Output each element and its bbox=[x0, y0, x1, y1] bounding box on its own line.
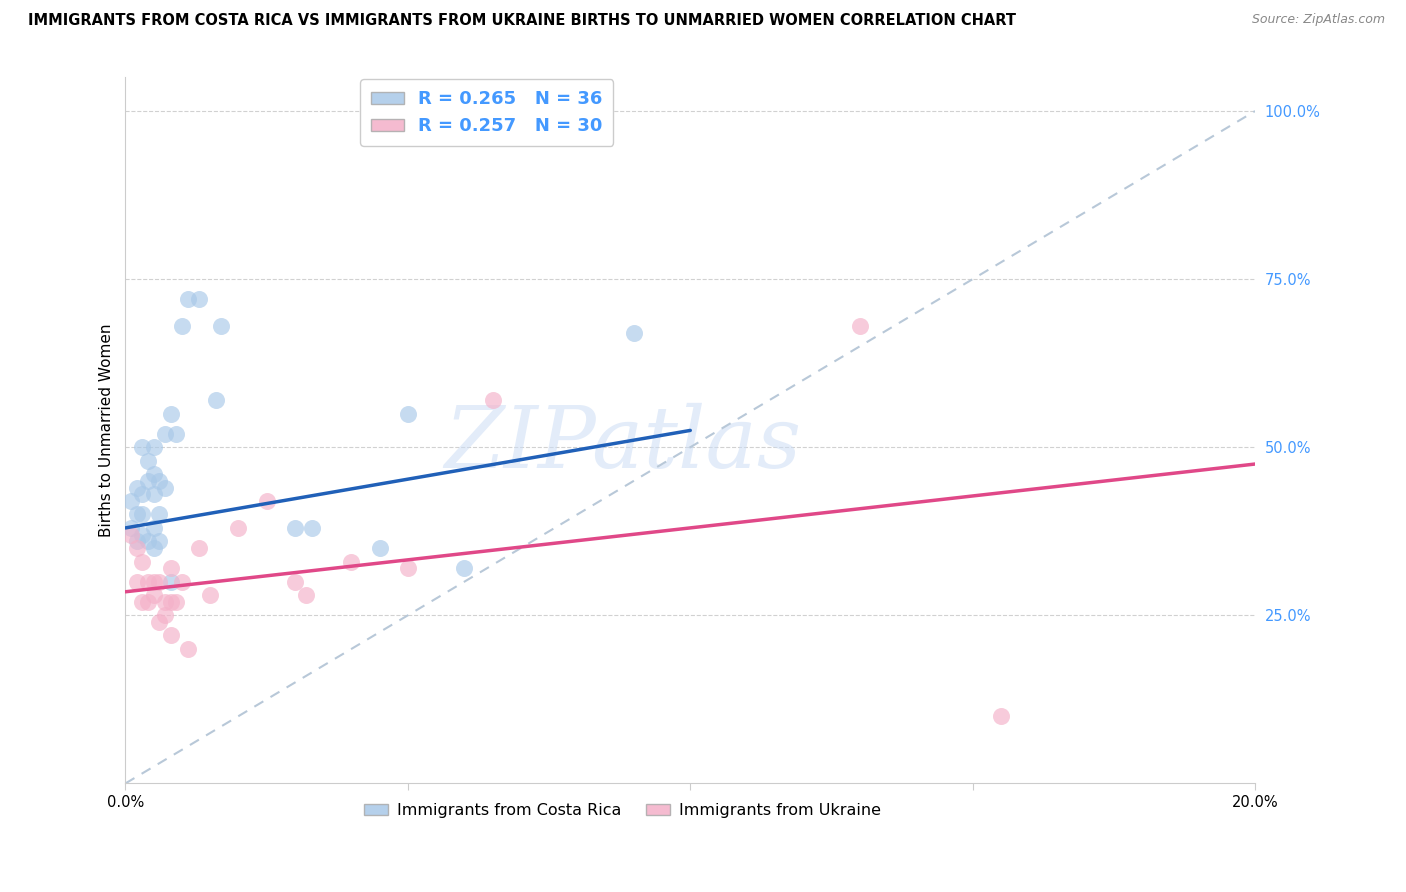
Point bbox=[284, 521, 307, 535]
Point bbox=[142, 588, 165, 602]
Point bbox=[396, 561, 419, 575]
Point bbox=[159, 595, 181, 609]
Point bbox=[131, 595, 153, 609]
Point bbox=[205, 393, 228, 408]
Point bbox=[295, 588, 318, 602]
Point bbox=[120, 494, 142, 508]
Point bbox=[125, 541, 148, 555]
Point bbox=[131, 440, 153, 454]
Text: IMMIGRANTS FROM COSTA RICA VS IMMIGRANTS FROM UKRAINE BIRTHS TO UNMARRIED WOMEN : IMMIGRANTS FROM COSTA RICA VS IMMIGRANTS… bbox=[28, 13, 1017, 29]
Point bbox=[153, 608, 176, 623]
Point bbox=[131, 527, 153, 541]
Point bbox=[159, 561, 181, 575]
Point bbox=[148, 508, 170, 522]
Point bbox=[120, 527, 142, 541]
Text: Source: ZipAtlas.com: Source: ZipAtlas.com bbox=[1251, 13, 1385, 27]
Point bbox=[148, 615, 170, 629]
Point bbox=[340, 555, 363, 569]
Point bbox=[170, 574, 193, 589]
Point bbox=[187, 541, 209, 555]
Point bbox=[159, 574, 181, 589]
Point bbox=[481, 393, 503, 408]
Point bbox=[131, 487, 153, 501]
Point bbox=[153, 595, 176, 609]
Y-axis label: Births to Unmarried Women: Births to Unmarried Women bbox=[100, 324, 114, 537]
Point bbox=[228, 521, 250, 535]
Point bbox=[131, 555, 153, 569]
Point bbox=[170, 319, 193, 334]
Point bbox=[153, 426, 176, 441]
Point bbox=[136, 595, 159, 609]
Point bbox=[453, 561, 475, 575]
Point bbox=[159, 407, 181, 421]
Point bbox=[136, 474, 159, 488]
Point bbox=[165, 426, 187, 441]
Point bbox=[142, 541, 165, 555]
Point bbox=[368, 541, 391, 555]
Point bbox=[187, 293, 209, 307]
Point bbox=[136, 534, 159, 549]
Point bbox=[148, 574, 170, 589]
Point bbox=[142, 521, 165, 535]
Point bbox=[136, 574, 159, 589]
Point bbox=[142, 487, 165, 501]
Point bbox=[142, 440, 165, 454]
Point bbox=[142, 574, 165, 589]
Point bbox=[136, 453, 159, 467]
Point bbox=[148, 534, 170, 549]
Point bbox=[990, 709, 1012, 723]
Point bbox=[142, 467, 165, 482]
Point bbox=[623, 326, 645, 340]
Point bbox=[125, 534, 148, 549]
Text: ZIPatlas: ZIPatlas bbox=[444, 403, 801, 486]
Point bbox=[131, 508, 153, 522]
Point bbox=[125, 508, 148, 522]
Point bbox=[159, 628, 181, 642]
Point bbox=[198, 588, 221, 602]
Point bbox=[125, 574, 148, 589]
Point bbox=[176, 293, 198, 307]
Point bbox=[165, 595, 187, 609]
Point bbox=[396, 407, 419, 421]
Point bbox=[125, 481, 148, 495]
Point bbox=[256, 494, 278, 508]
Point bbox=[211, 319, 233, 334]
Point bbox=[176, 641, 198, 656]
Legend: Immigrants from Costa Rica, Immigrants from Ukraine: Immigrants from Costa Rica, Immigrants f… bbox=[357, 797, 887, 825]
Point bbox=[120, 521, 142, 535]
Point bbox=[301, 521, 323, 535]
Point bbox=[148, 474, 170, 488]
Point bbox=[848, 319, 870, 334]
Point bbox=[153, 481, 176, 495]
Point bbox=[284, 574, 307, 589]
